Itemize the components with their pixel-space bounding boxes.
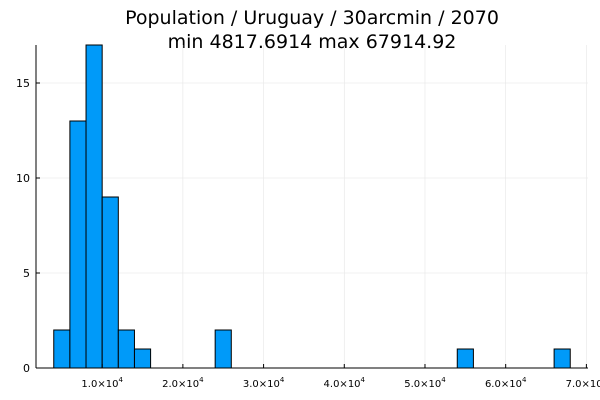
x-tick-label: 4.0×104: [324, 376, 366, 390]
grid-layer: [36, 45, 588, 369]
y-tick-label: 10: [16, 172, 30, 185]
chart-title-line1: Population / Uruguay / 30arcmin / 2070: [125, 7, 499, 29]
histogram-bar: [85, 44, 103, 369]
y-tick-label: 15: [16, 77, 30, 90]
x-tick-label: 3.0×104: [243, 376, 285, 390]
ticks-layer: 0 5 10 15 1.0×104 2.0×104 3.0×104 4.0×104 5.0×10…: [16, 77, 600, 390]
histogram-bar: [101, 196, 119, 369]
bars-layer: [53, 44, 571, 369]
histogram-bar: [53, 329, 71, 369]
y-tick-label: 5: [23, 267, 30, 280]
axes-layer: [35, 45, 588, 369]
histogram-bar: [69, 120, 87, 369]
histogram-bar: [117, 329, 135, 369]
chart-title-line2: min 4817.6914 max 67914.92: [168, 31, 457, 53]
x-tick-label: 1.0×104: [81, 376, 123, 390]
x-tick-label: 2.0×104: [162, 376, 204, 390]
x-tick-label: 6.0×104: [485, 376, 527, 390]
y-tick-label: 0: [23, 362, 30, 375]
x-tick-label: 5.0×104: [404, 376, 446, 390]
histogram-bar: [133, 348, 152, 369]
x-tick-label: 7.0×104: [566, 376, 600, 390]
histogram-bar: [214, 329, 232, 369]
histogram-bar: [456, 348, 474, 369]
histogram-bar: [553, 348, 571, 369]
